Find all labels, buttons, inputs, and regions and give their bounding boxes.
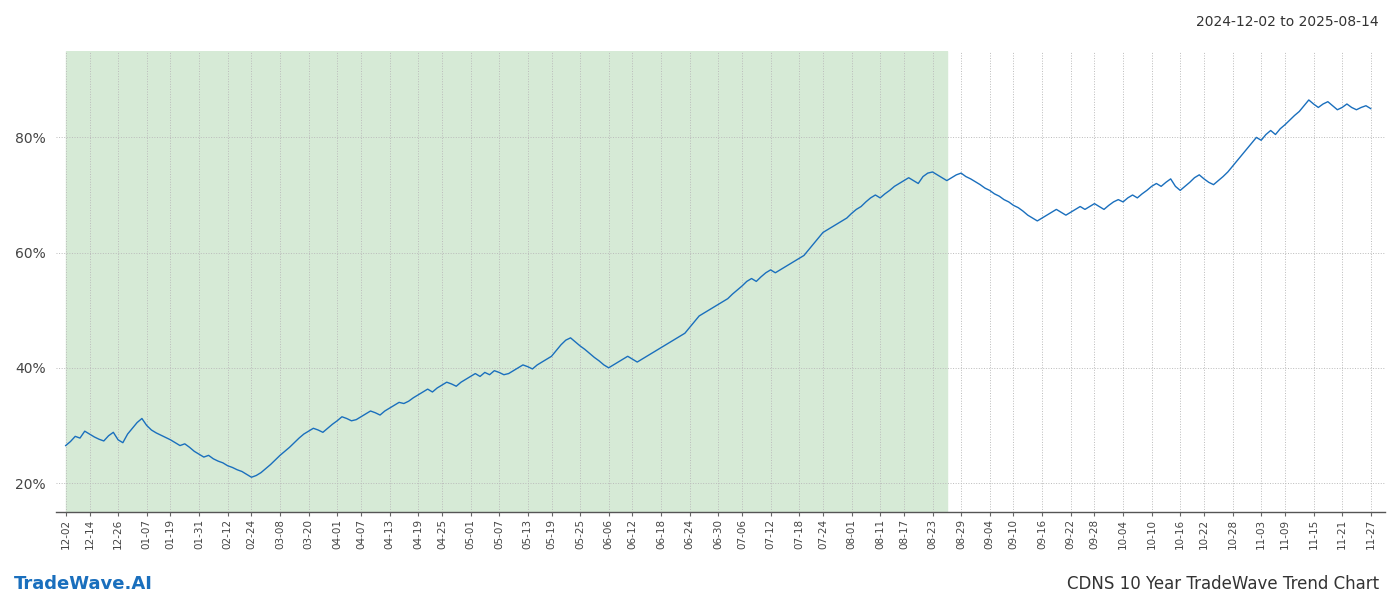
Text: CDNS 10 Year TradeWave Trend Chart: CDNS 10 Year TradeWave Trend Chart bbox=[1067, 575, 1379, 593]
Bar bbox=[66, 51, 946, 512]
Text: 2024-12-02 to 2025-08-14: 2024-12-02 to 2025-08-14 bbox=[1197, 15, 1379, 29]
Text: TradeWave.AI: TradeWave.AI bbox=[14, 575, 153, 593]
